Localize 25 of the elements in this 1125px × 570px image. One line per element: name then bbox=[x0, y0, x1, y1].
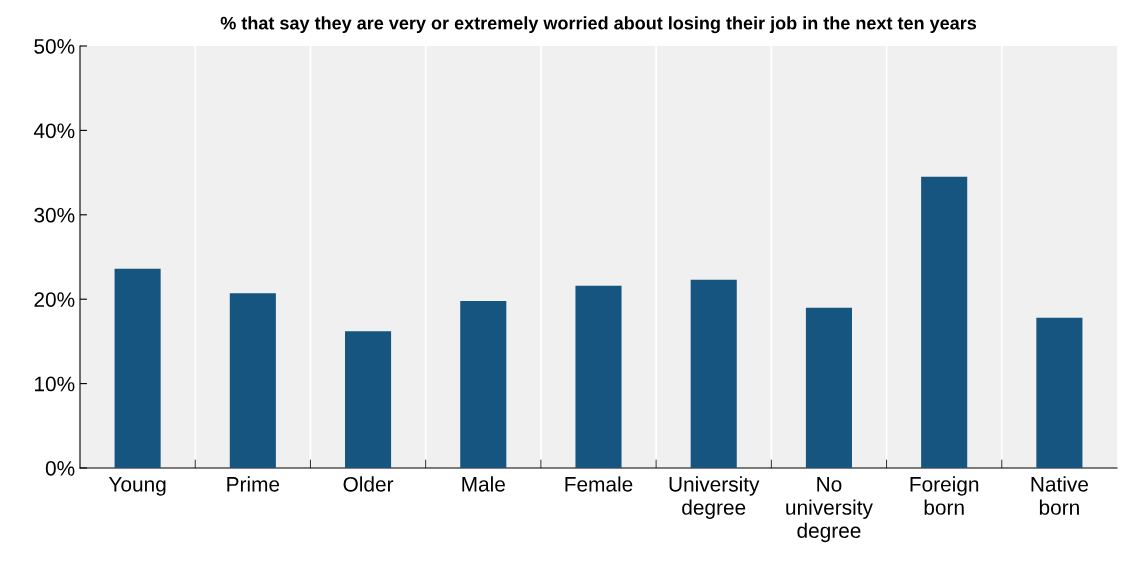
x-tick-label: Female bbox=[565, 476, 633, 492]
x-tick-label: No university degree bbox=[786, 477, 873, 543]
bar bbox=[1036, 317, 1083, 468]
bar bbox=[229, 293, 276, 468]
x-tick-label: Foreign born bbox=[910, 476, 979, 515]
chart-title: % that say they are very or extremely worried about losing their job in the next ten years bbox=[220, 16, 977, 34]
bar bbox=[460, 300, 507, 468]
y-tick-label: 40% bbox=[33, 123, 75, 139]
bar bbox=[345, 331, 392, 468]
bar bbox=[805, 307, 852, 468]
y-tick-label: 20% bbox=[34, 292, 75, 307]
bar bbox=[921, 176, 968, 468]
x-tick-label: Native born bbox=[1031, 476, 1088, 515]
bar bbox=[114, 268, 161, 468]
bar bbox=[690, 279, 737, 468]
y-tick-label: 30% bbox=[34, 207, 75, 223]
x-tick-label: Young bbox=[108, 477, 166, 496]
bar bbox=[575, 285, 622, 468]
x-tick-label: Prime bbox=[227, 476, 280, 492]
y-tick-label: 50% bbox=[34, 39, 75, 54]
y-tick-label: 0% bbox=[45, 461, 75, 476]
x-tick-label: University degree bbox=[669, 476, 760, 519]
x-tick-label: Male bbox=[462, 476, 505, 492]
y-tick-label: 10% bbox=[35, 376, 75, 392]
x-tick-label: Older bbox=[343, 476, 394, 492]
